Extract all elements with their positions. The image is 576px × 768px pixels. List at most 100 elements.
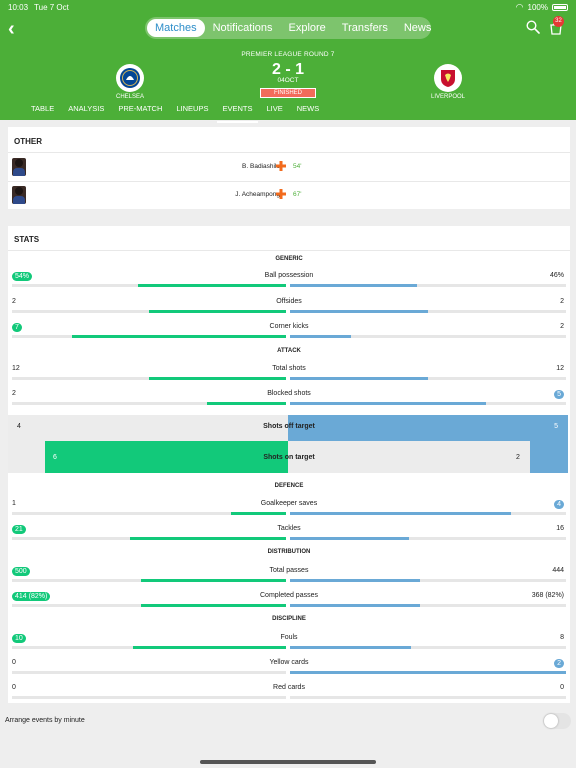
home-bar-track [12,671,286,674]
stat-away-cell: 368 (82%) [532,592,564,599]
stat-home-cell: 0 [12,659,16,666]
stat-home-cell: 0 [12,684,16,691]
subtab-table[interactable]: TABLE [31,104,55,113]
battery-percent: 100% [527,2,548,12]
event-minute: 54' [293,163,302,170]
shots-chart: 4 Shots off target 5 6 Shots on target 2 [8,415,570,473]
back-arrow-icon[interactable]: ‹ [8,18,15,40]
stat-tackles: 21 Tackles 16 [8,521,570,546]
divider [8,152,570,153]
section-distribution: DISTRIBUTION [267,549,311,555]
stat-away-value: 0 [560,684,564,691]
away-bar-fill [290,402,486,405]
home-indicator[interactable] [200,760,376,764]
subtab-news[interactable]: NEWS [296,104,320,113]
stat-away-cell: 2 [554,659,564,668]
stat-label: Goalkeeper saves [260,500,318,507]
stat-away-cell: 2 [560,323,564,330]
home-bar-fill [138,284,286,287]
stat-home-cell: 2 [12,298,16,305]
stat-home-value: 500 [12,567,30,576]
stat-away-value: 2 [554,659,564,668]
section-generic: GENERIC [275,256,303,262]
stat-away-value: 368 (82%) [531,592,564,599]
subtab-pre-match[interactable]: PRE-MATCH [118,104,163,113]
stat-fouls: 10 Fouls 8 [8,630,570,655]
away-bar-track [290,377,566,380]
home-bar-fill [140,579,286,582]
footer-options: Arrange events by minute [0,708,576,736]
tab-notifications[interactable]: Notifications [212,22,273,34]
stat-goalkeeper-saves: 1 Goalkeeper saves 4 [8,496,570,521]
stat-away-cell: 46% [550,272,564,279]
stat-home-cell: 500 [12,567,30,576]
subtab-live[interactable]: LIVE [266,104,283,113]
away-bar-track [290,335,566,338]
arrange-by-minute-toggle[interactable] [543,713,571,729]
tab-transfers[interactable]: Transfers [341,22,388,34]
stat-red-cards: 0 Red cards 0 [8,680,570,705]
away-bar-fill [290,671,566,674]
home-bar-fill [231,512,286,515]
stat-away-cell: 8 [560,634,564,641]
event-row[interactable]: J. Acheampong 67' [8,181,570,209]
stat-yellow-cards: 0 Yellow cards 2 [8,655,570,680]
shots-on-away-area [288,441,530,473]
home-bar-track [12,512,286,515]
stat-away-value: 16 [556,525,564,532]
stat-away-cell: 4 [554,500,564,509]
stat-home-cell: 21 [12,525,26,534]
stat-label: Completed passes [260,592,318,599]
stat-label: Total shots [272,365,306,372]
stat-corner-kicks: 7 Corner kicks 2 [8,319,570,344]
tab-explore[interactable]: Explore [288,22,326,34]
subtab-analysis[interactable]: ANALYSIS [68,104,105,113]
home-bar-track [12,377,286,380]
shots-off-away-value: 5 [554,423,558,430]
away-bar-track [290,604,566,607]
shots-on-target-label: Shots on target [263,454,315,461]
home-bar-fill [132,646,286,649]
stat-total-passes: 500 Total passes 444 [8,563,570,588]
stat-away-value: 2 [560,323,564,330]
shots-off-target-label: Shots off target [263,423,315,430]
tab-news[interactable]: News [403,22,432,34]
away-team-logo[interactable] [434,64,462,92]
home-bar-fill [140,604,286,607]
home-bar-track [12,310,286,313]
tab-matches[interactable]: Matches [147,19,205,37]
stat-away-value: 4 [554,500,564,509]
round-label: PREMIER LEAGUE ROUND 7 [241,51,335,58]
away-bar-fill [290,512,511,515]
search-icon[interactable] [526,20,540,34]
stat-away-cell: 0 [560,684,564,691]
chelsea-crest-icon [120,68,140,88]
stat-home-value: 1 [12,500,16,507]
stat-offsides: 2 Offsides 2 [8,294,570,319]
home-bar-track [12,537,286,540]
home-bar-track [12,284,286,287]
shots-on-away-value: 2 [516,454,520,461]
subtab-events[interactable]: EVENTS [215,102,259,123]
player-avatar [12,158,26,176]
home-team-logo[interactable] [116,64,144,92]
home-bar-track [12,646,286,649]
divider [8,181,570,182]
subtab-lineups[interactable]: LINEUPS [176,104,209,113]
away-bar-fill [290,537,409,540]
stat-home-value: 2 [12,298,16,305]
wifi-icon: ◠ [515,1,524,12]
stats-title: STATS [14,235,40,244]
stat-ball-possession: 54% Ball possession 46% [8,268,570,293]
stat-home-cell: 414 (82%) [12,592,51,601]
away-bar-track [290,284,566,287]
stat-home-value: 2 [12,390,16,397]
stat-home-value: 10 [12,634,26,643]
stat-away-cell: 444 [552,567,564,574]
stat-label: Red cards [273,684,305,691]
stat-home-cell: 10 [12,634,26,643]
stat-away-cell: 5 [554,390,564,399]
event-row[interactable]: B. Badiashile 54' [8,153,570,181]
stat-away-value: 2 [560,298,564,305]
home-bar-fill [129,537,286,540]
